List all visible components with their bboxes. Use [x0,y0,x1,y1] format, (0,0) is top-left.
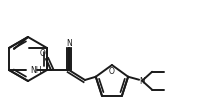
Text: NH: NH [30,66,41,75]
Text: N: N [139,77,144,85]
Text: N: N [66,39,71,48]
Text: O: O [109,67,114,76]
Text: O: O [40,49,46,58]
